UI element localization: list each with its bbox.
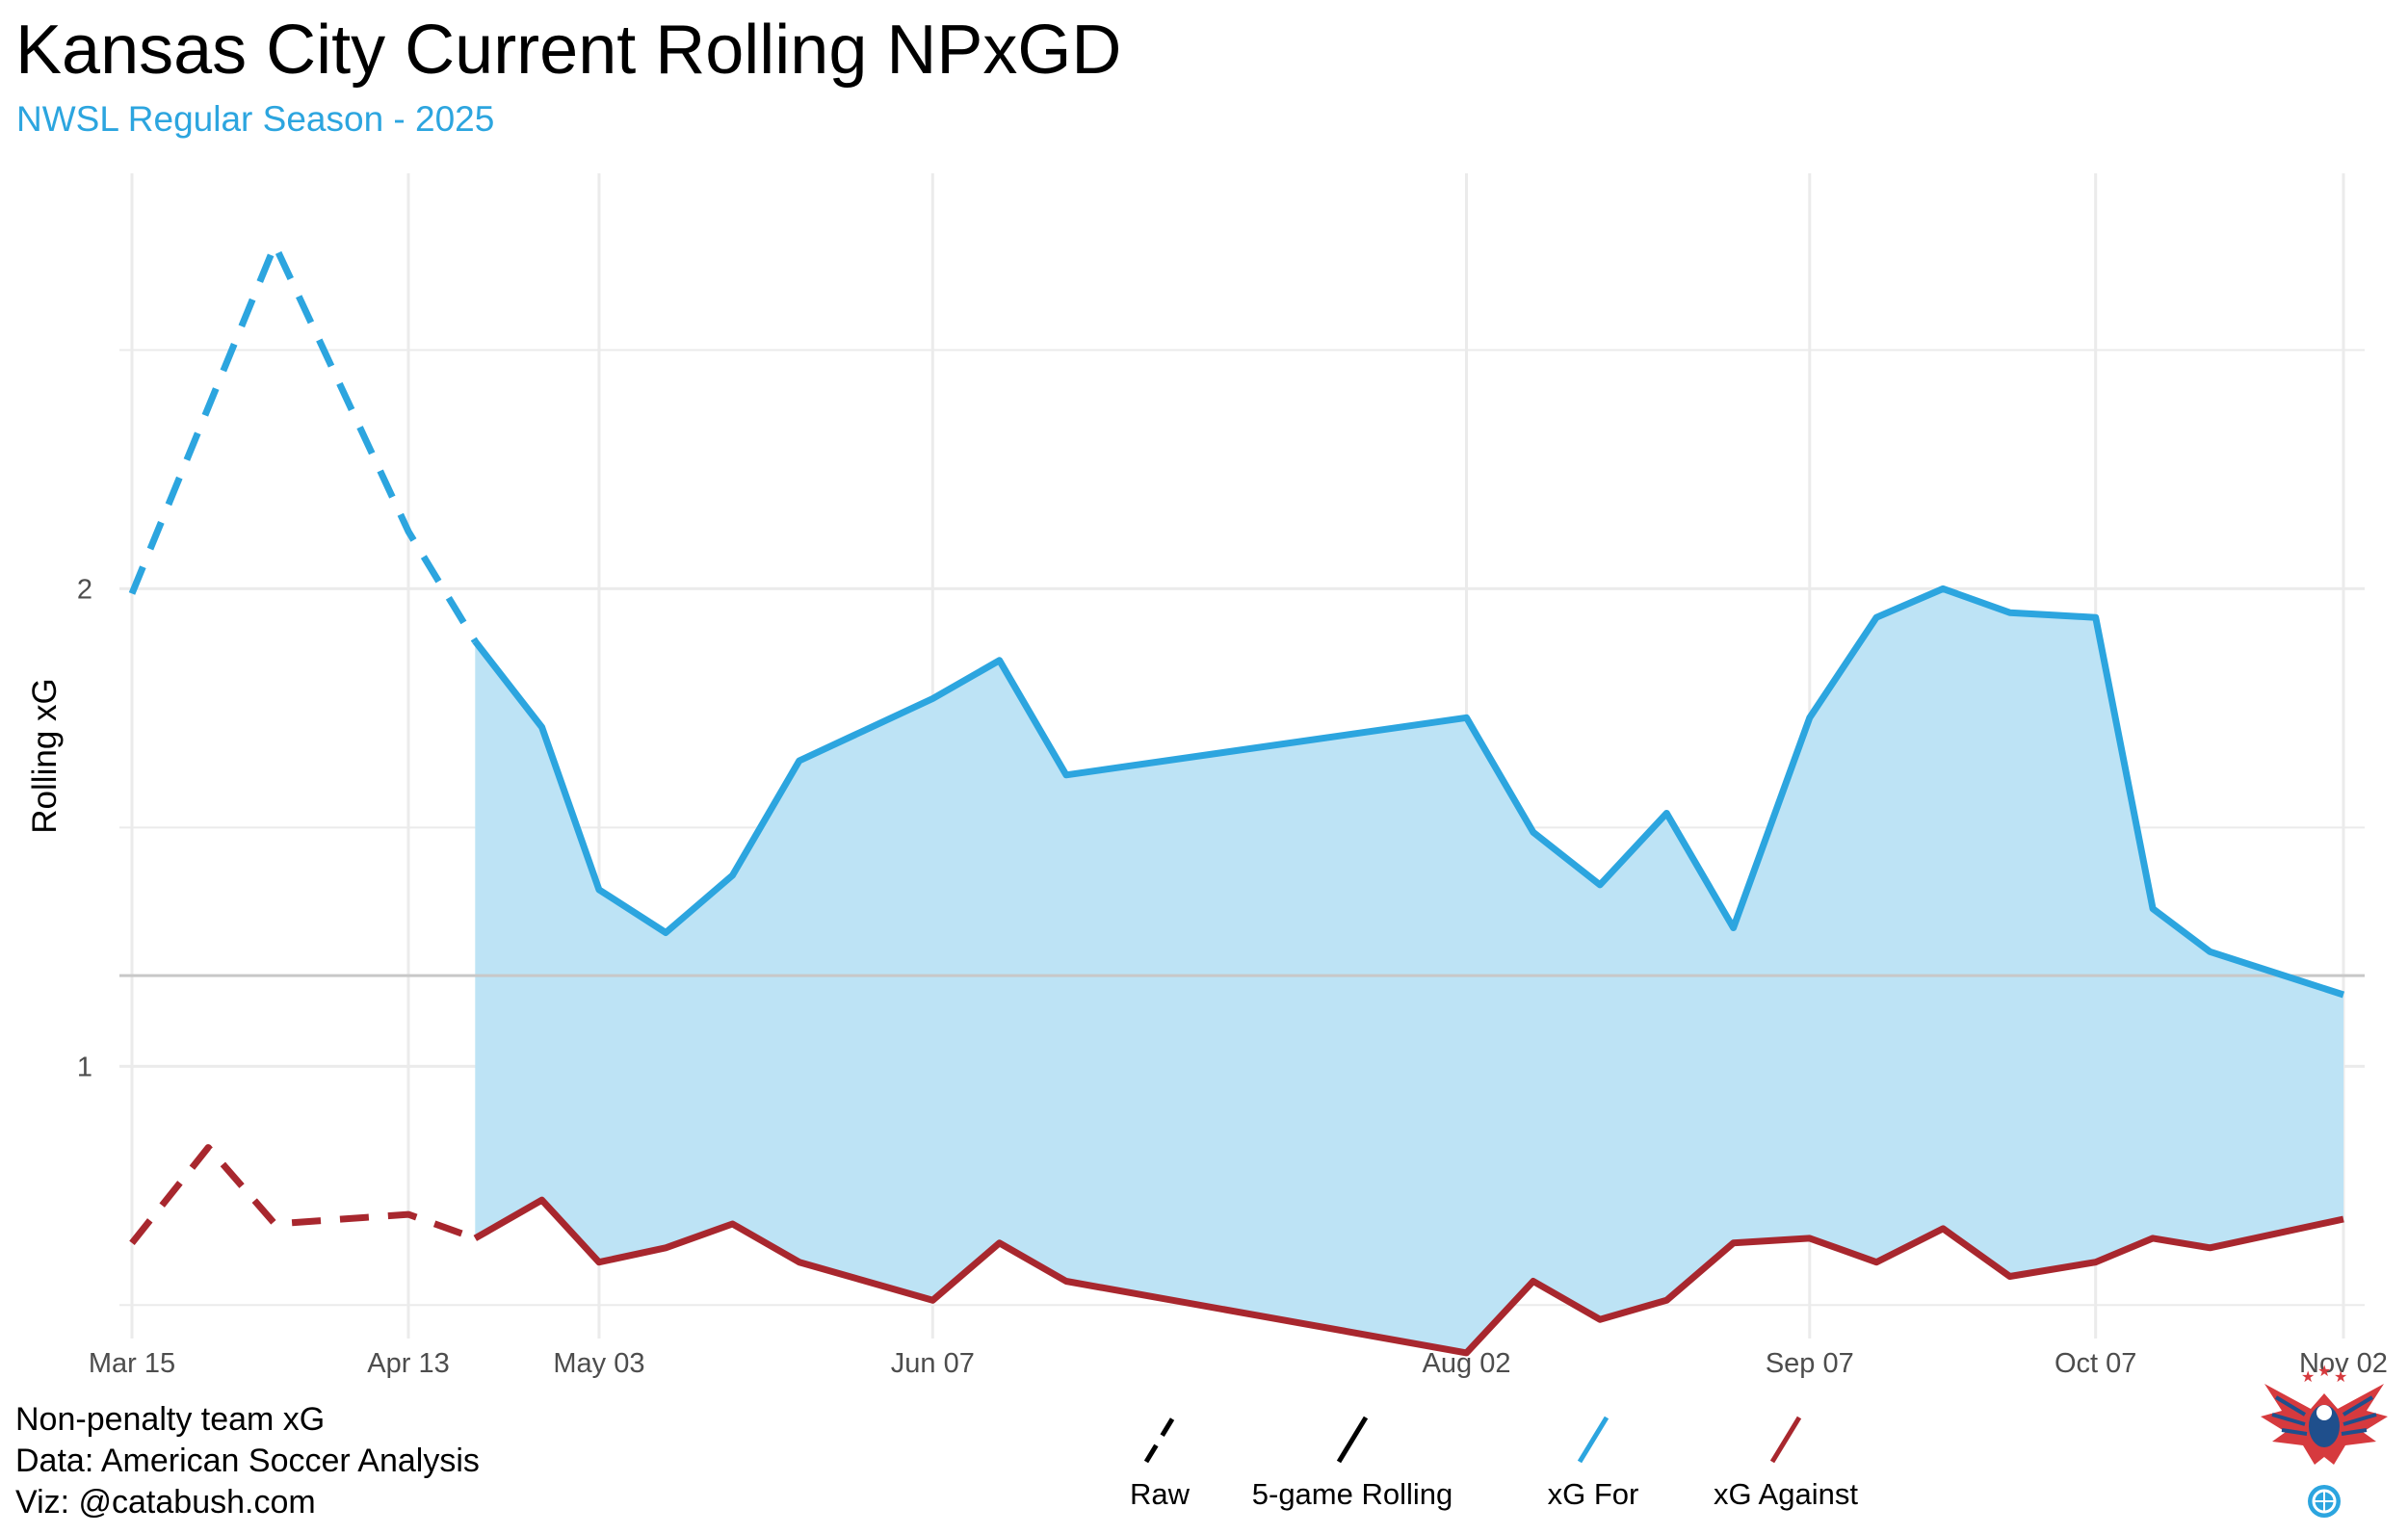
legend-label: 5-game Rolling [1252, 1477, 1453, 1511]
x-tick-label: Oct 07 [2055, 1348, 2136, 1379]
x-tick-label: Jun 07 [891, 1348, 975, 1379]
x-tick-label: Sep 07 [1766, 1348, 1854, 1379]
fill-area [475, 588, 2343, 1353]
y-tick-label: 2 [77, 574, 92, 605]
caption-line-3: Viz: @catabush.com [15, 1484, 316, 1521]
eagle-soccer-logo-icon: ★ ★ ★ [2261, 1364, 2388, 1518]
legend-label: xG Against [1714, 1477, 1858, 1511]
legend: Raw 5-game Rolling xG For xG Against [1130, 1416, 1858, 1511]
xg-against-rolling-line [473, 1196, 2344, 1357]
y-tick-label: 1 [77, 1052, 92, 1082]
xg-against-raw-line [129, 1144, 477, 1245]
caption-line-1: Non-penalty team xG [15, 1401, 325, 1438]
x-tick-label: Aug 02 [1423, 1348, 1511, 1379]
x-tick-label: Mar 15 [89, 1348, 175, 1379]
xg-for-rolling-line [472, 585, 2345, 999]
svg-text:★: ★ [2334, 1369, 2347, 1386]
svg-text:★: ★ [2317, 1364, 2331, 1380]
chart-subtitle: NWSL Regular Season - 2025 [16, 99, 494, 139]
x-axis-ticks: Mar 15 Apr 13 May 03 Jun 07 Aug 02 Sep 07 Oct … [89, 1348, 2388, 1379]
series-lines [128, 241, 2345, 1357]
x-tick-label: May 03 [553, 1348, 644, 1379]
legend-label: xG For [1548, 1477, 1639, 1511]
legend-label: Raw [1130, 1477, 1191, 1511]
svg-text:★: ★ [2301, 1369, 2315, 1386]
y-axis-label: Rolling xG [26, 678, 64, 833]
caption-line-2: Data: American Soccer Analysis [15, 1443, 480, 1479]
legend-key-5-game-rolling [1336, 1416, 1369, 1464]
x-tick-label: Apr 13 [367, 1348, 449, 1379]
xg-for-raw-line [128, 241, 479, 643]
legend-key-xg-for [1577, 1416, 1610, 1464]
y-axis-ticks: 12 [77, 574, 92, 1082]
x-tick-label: Nov 02 [2299, 1348, 2388, 1379]
legend-key-raw [1143, 1416, 1176, 1464]
fill-between-area [475, 588, 2343, 1353]
legend-key-xg-against [1769, 1416, 1802, 1464]
chart-title: Kansas City Current Rolling NPxGD [15, 12, 1121, 89]
